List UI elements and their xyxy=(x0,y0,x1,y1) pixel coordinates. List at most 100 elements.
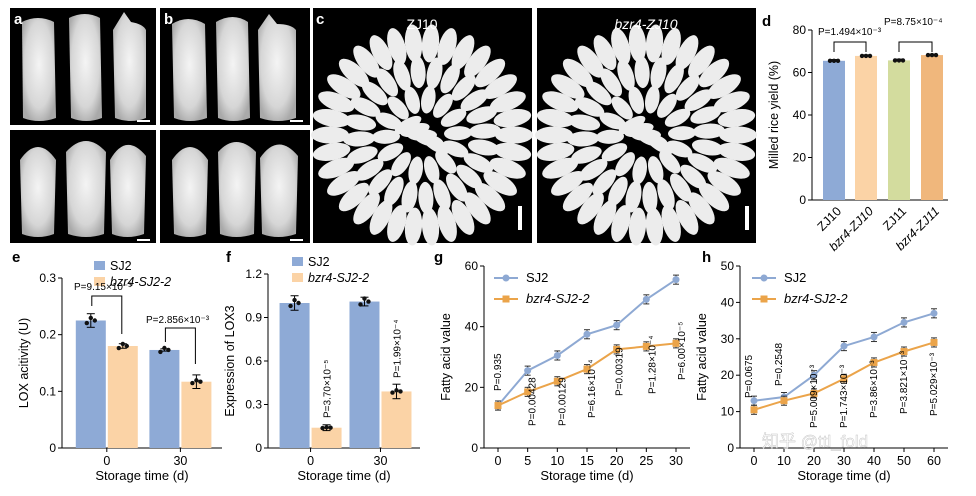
panel-letter-e: e xyxy=(12,249,20,266)
rice-grain xyxy=(369,199,393,235)
rice-grain xyxy=(628,86,645,114)
rice-grain xyxy=(355,158,384,181)
rice-grain xyxy=(661,205,681,242)
rice-grain xyxy=(698,182,730,212)
data-point xyxy=(840,375,848,383)
data-point xyxy=(933,52,939,58)
rice-grain xyxy=(599,112,626,130)
rice-grain xyxy=(445,173,468,202)
data-point xyxy=(896,58,902,63)
rice-grain xyxy=(688,192,715,225)
panel-letter-g: g xyxy=(434,249,443,266)
legend-swatch xyxy=(292,257,303,266)
rice-grain xyxy=(542,91,579,113)
rice-grain xyxy=(451,74,476,101)
rice-grain xyxy=(474,58,506,88)
rice-grain xyxy=(601,143,628,162)
rice-grain xyxy=(585,81,612,106)
rice-grain xyxy=(468,123,501,139)
rice-grain xyxy=(657,93,677,118)
rice-grain xyxy=(611,28,631,65)
p-value-label: P=1.494×10⁻³ xyxy=(818,27,882,38)
legend-swatch xyxy=(94,261,105,270)
rice-grain xyxy=(646,135,674,155)
y-tick-label: 40 xyxy=(721,295,735,309)
rice-grain xyxy=(690,106,722,124)
y-tick-label: 0.9 xyxy=(245,311,262,325)
rice-grain xyxy=(376,68,399,97)
rice-grain xyxy=(437,205,457,242)
rice-grain xyxy=(483,74,517,99)
data-point xyxy=(900,58,906,63)
x-tick-label: 10 xyxy=(550,454,564,468)
panel-letter-a: a xyxy=(14,11,23,28)
legend-swatch xyxy=(292,273,303,282)
rice-grain-ring-left xyxy=(311,24,533,246)
rice-grain xyxy=(615,152,635,177)
rice-grain xyxy=(717,109,756,128)
rice-grain xyxy=(579,158,608,181)
rice-grain xyxy=(422,135,450,155)
p-value-label: P=8.75×10⁻⁴ xyxy=(884,17,943,28)
y-axis-label: Fatty acid value xyxy=(439,313,453,401)
data-point xyxy=(863,53,869,59)
rice-grain xyxy=(418,181,434,214)
grain-bottom-a xyxy=(20,141,150,241)
rice-grain xyxy=(344,114,377,131)
rice-grain xyxy=(444,126,472,141)
data-point xyxy=(362,296,367,301)
x-tick-label: 5 xyxy=(524,454,531,468)
rice-grain xyxy=(659,150,681,174)
legend-label: SJ2 xyxy=(784,270,806,285)
y-axis-label: Expression of LOX3 xyxy=(223,305,237,416)
legend-marker xyxy=(502,274,510,282)
data-point xyxy=(750,406,758,414)
chart-h: 0 10 20 30 40 50 Fatty acid value 0 10 20 30 40 50 60… xyxy=(695,259,948,483)
legend-marker xyxy=(760,274,768,282)
x-tick-label: 30 xyxy=(173,454,187,468)
rice-grain xyxy=(353,192,380,225)
y-tick-label: 1.2 xyxy=(245,267,262,281)
rice-grain xyxy=(408,156,424,185)
bar-bzr4-SJ2-2-0 xyxy=(311,427,342,448)
y-tick-label: 0.3 xyxy=(39,271,56,285)
rice-grain xyxy=(401,180,418,213)
legend-label: bzr4-SJ2-2 xyxy=(526,291,590,306)
data-point xyxy=(524,367,532,375)
rice-grain xyxy=(437,28,457,65)
y-tick-label: 0.3 xyxy=(245,398,262,412)
x-tick-label: 30 xyxy=(374,454,388,468)
x-tick-label: ZJ11 xyxy=(880,204,909,233)
data-point xyxy=(324,425,329,430)
y-tick-label: 20 xyxy=(721,368,735,382)
panel-letter-c: c xyxy=(316,11,324,28)
rice-grain xyxy=(451,199,475,235)
y-tick-label: 0.2 xyxy=(39,328,56,342)
rice-grain xyxy=(707,74,741,99)
p-value-label: P=1.743×10⁻³ xyxy=(839,364,850,428)
rice-grain xyxy=(493,109,532,128)
p-value-label: P=1.28×10⁻⁴ xyxy=(647,335,658,394)
p-value-label: P=3.821×10⁻³ xyxy=(899,350,910,414)
bar-SJ2-30 xyxy=(149,349,180,448)
x-tick-label: 20 xyxy=(807,454,821,468)
rice-grain xyxy=(719,126,757,144)
y-tick-label: 0 xyxy=(471,441,478,455)
y-tick-label: 0.1 xyxy=(39,384,56,398)
rice-grain xyxy=(717,142,756,161)
rice-grain xyxy=(410,56,426,89)
rice-grain xyxy=(451,35,475,71)
data-point xyxy=(672,276,680,284)
data-point xyxy=(296,300,301,306)
x-axis-label: Storage time (d) xyxy=(297,468,390,483)
rice-grain xyxy=(551,74,585,99)
data-point xyxy=(292,297,297,303)
watermark: 知乎 @ttl_fold xyxy=(762,432,868,451)
rice-grain xyxy=(404,207,423,246)
rice-grain xyxy=(625,180,642,213)
data-point xyxy=(840,342,848,350)
data-point xyxy=(394,388,399,393)
x-axis-label: Storage time (d) xyxy=(95,468,188,483)
data-point xyxy=(88,315,94,321)
rice-grain xyxy=(460,89,489,112)
